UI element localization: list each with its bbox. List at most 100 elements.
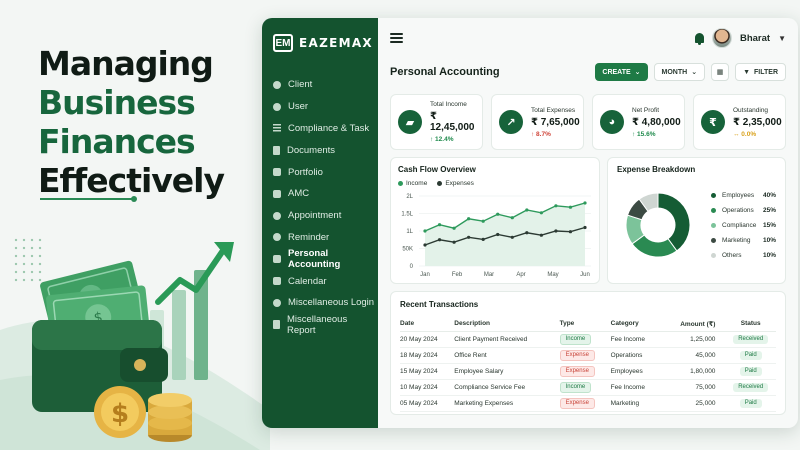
- expenses-line: [424, 226, 586, 246]
- cell-amount: 1,80,000: [660, 363, 726, 380]
- document-icon: [273, 145, 280, 155]
- income-point: [539, 211, 543, 215]
- cell-amount: 25,000: [660, 395, 726, 412]
- sidebar-item-appointment[interactable]: Appointment: [262, 205, 378, 227]
- cell-type: Expense: [559, 363, 611, 380]
- user-name[interactable]: Bharat: [739, 32, 771, 44]
- table-row[interactable]: 15 May 2024 Employee Salary Expense Empl…: [400, 363, 776, 380]
- column-header[interactable]: Date: [400, 317, 455, 332]
- create-button-label: CREATE: [602, 68, 631, 76]
- column-header[interactable]: Type: [559, 317, 611, 332]
- hero-line-2: Business: [38, 83, 196, 122]
- sidebar-item-personal-accounting[interactable]: Personal Accounting: [262, 248, 378, 270]
- kpi-card[interactable]: ₹ Outstanding ₹ 2,35,000 ↔ 0.0%: [693, 94, 786, 150]
- type-badge: Expense: [559, 397, 595, 409]
- column-header[interactable]: Category: [610, 317, 661, 332]
- sidebar-item-user[interactable]: User: [262, 96, 378, 118]
- cell-date: 18 May 2024: [400, 347, 455, 364]
- expenses-point: [525, 231, 529, 235]
- sidebar-item-calendar[interactable]: Calendar: [262, 270, 378, 292]
- cell-category: Operations: [610, 347, 661, 364]
- x-tick-label: Jun: [580, 272, 590, 278]
- month-select-label: MONTH: [661, 68, 688, 76]
- income-point: [496, 212, 500, 216]
- sidebar-item-amc[interactable]: AMC: [262, 183, 378, 205]
- table-row[interactable]: 18 May 2024 Office Rent Expense Operatio…: [400, 347, 776, 364]
- cell-status: Received: [725, 379, 776, 396]
- column-header[interactable]: Amount (₹): [660, 317, 726, 332]
- menu-icon[interactable]: [390, 33, 403, 43]
- income-line: [424, 202, 586, 232]
- type-badge: Income: [559, 333, 592, 345]
- sidebar-item-documents[interactable]: Documents: [262, 139, 378, 161]
- svg-text:$: $: [111, 399, 129, 429]
- income-point: [583, 201, 587, 205]
- column-header[interactable]: Status: [725, 317, 776, 332]
- hero-underline: [40, 196, 137, 202]
- expenses-point: [568, 230, 573, 234]
- kpi-card[interactable]: ◕ Net Profit ₹ 4,80,000 ↑ 15.6%: [592, 94, 685, 150]
- table-row[interactable]: 20 May 2024 Client Payment Received Inco…: [400, 331, 776, 348]
- month-select[interactable]: MONTH ⌄: [653, 63, 706, 81]
- report-icon: [273, 320, 280, 330]
- cell-description: Client Payment Received: [454, 331, 560, 348]
- income-point: [452, 226, 456, 230]
- type-badge: Expense: [559, 349, 595, 361]
- reminder-icon: [273, 233, 281, 242]
- kpi-card[interactable]: ↗ Total Expenses ₹ 7,65,000 ↑ 8.7%: [491, 94, 584, 150]
- hero-line-3: Finances: [38, 122, 196, 161]
- column-header[interactable]: Description: [454, 317, 560, 332]
- calendar-icon: [273, 277, 281, 286]
- legend-swatch: [711, 207, 716, 213]
- cell-amount: 1,25,000: [660, 331, 726, 348]
- legend-swatch: [711, 192, 716, 198]
- y-tick-label: 1L: [406, 229, 413, 235]
- legend-swatch: [711, 252, 716, 258]
- expenses-point: [481, 237, 485, 241]
- sidebar-item-label: Reminder: [288, 231, 330, 243]
- bell-icon[interactable]: [694, 33, 704, 45]
- table-row[interactable]: 10 May 2024 Compliance Service Fee Incom…: [400, 379, 776, 396]
- sidebar-item-portfolio[interactable]: Portfolio: [262, 161, 378, 183]
- kpi-label: Net Profit: [632, 106, 660, 114]
- sidebar-item-miscellaneous-report[interactable]: Miscellaneous Report: [262, 314, 378, 336]
- cell-category: Marketing: [610, 395, 661, 412]
- brand[interactable]: EM EAZEMAX: [262, 34, 378, 52]
- sidebar-item-label: User: [288, 101, 309, 113]
- legend-label: Marketing: [722, 236, 751, 244]
- create-button[interactable]: CREATE ⌄: [595, 63, 648, 81]
- cell-category: Fee Income: [610, 379, 661, 396]
- legend-item: Compliance 15%: [711, 218, 776, 233]
- sidebar: EM EAZEMAX Client User Compliance & Task Do…: [262, 18, 378, 428]
- x-tick-label: Mar: [484, 272, 494, 278]
- chevron-down-icon: ⌄: [634, 69, 641, 76]
- sidebar-item-client[interactable]: Client: [262, 74, 378, 96]
- legend-item: Operations 25%: [711, 203, 776, 218]
- sidebar-item-label: Calendar: [288, 275, 327, 287]
- calendar-button[interactable]: ▦: [711, 63, 730, 81]
- chevron-down-icon[interactable]: ▼: [778, 33, 786, 43]
- income-point: [467, 217, 471, 221]
- cell-type: Expense: [559, 395, 611, 412]
- user-icon: [273, 80, 281, 89]
- cell-date: 10 May 2024: [400, 379, 455, 396]
- legend-value: 10%: [762, 236, 776, 244]
- kpi-label: Total Income: [430, 101, 467, 108]
- transactions-table: Date Description Type Category Amount (₹) Sta…: [400, 317, 776, 412]
- cashflow-chart: 0 50K 1L 1.5L 2L Jan Feb Mar Apr May Jun: [401, 194, 591, 278]
- y-tick-label: 50K: [402, 247, 413, 253]
- sidebar-item-reminder[interactable]: Reminder: [262, 227, 378, 249]
- income-point: [554, 204, 558, 208]
- sidebar-item-miscellaneous-login[interactable]: Miscellaneous Login: [262, 292, 378, 314]
- income-point: [423, 229, 427, 233]
- folder-icon: [273, 168, 281, 177]
- sidebar-item-compliance-task[interactable]: Compliance & Task: [262, 118, 378, 140]
- filter-button[interactable]: ▼ FILTER: [735, 63, 786, 81]
- kpi-label: Total Expenses: [531, 106, 576, 114]
- kpi-delta: ↑ 15.6%: [632, 130, 656, 138]
- avatar[interactable]: [711, 28, 732, 48]
- legend-value: 25%: [762, 206, 776, 214]
- table-row[interactable]: 05 May 2024 Marketing Expenses Expense M…: [400, 395, 776, 412]
- legend-label: Others: [722, 251, 742, 259]
- kpi-card[interactable]: ▰ Total Income ₹ 12,45,000 ↑ 12.4%: [390, 94, 483, 150]
